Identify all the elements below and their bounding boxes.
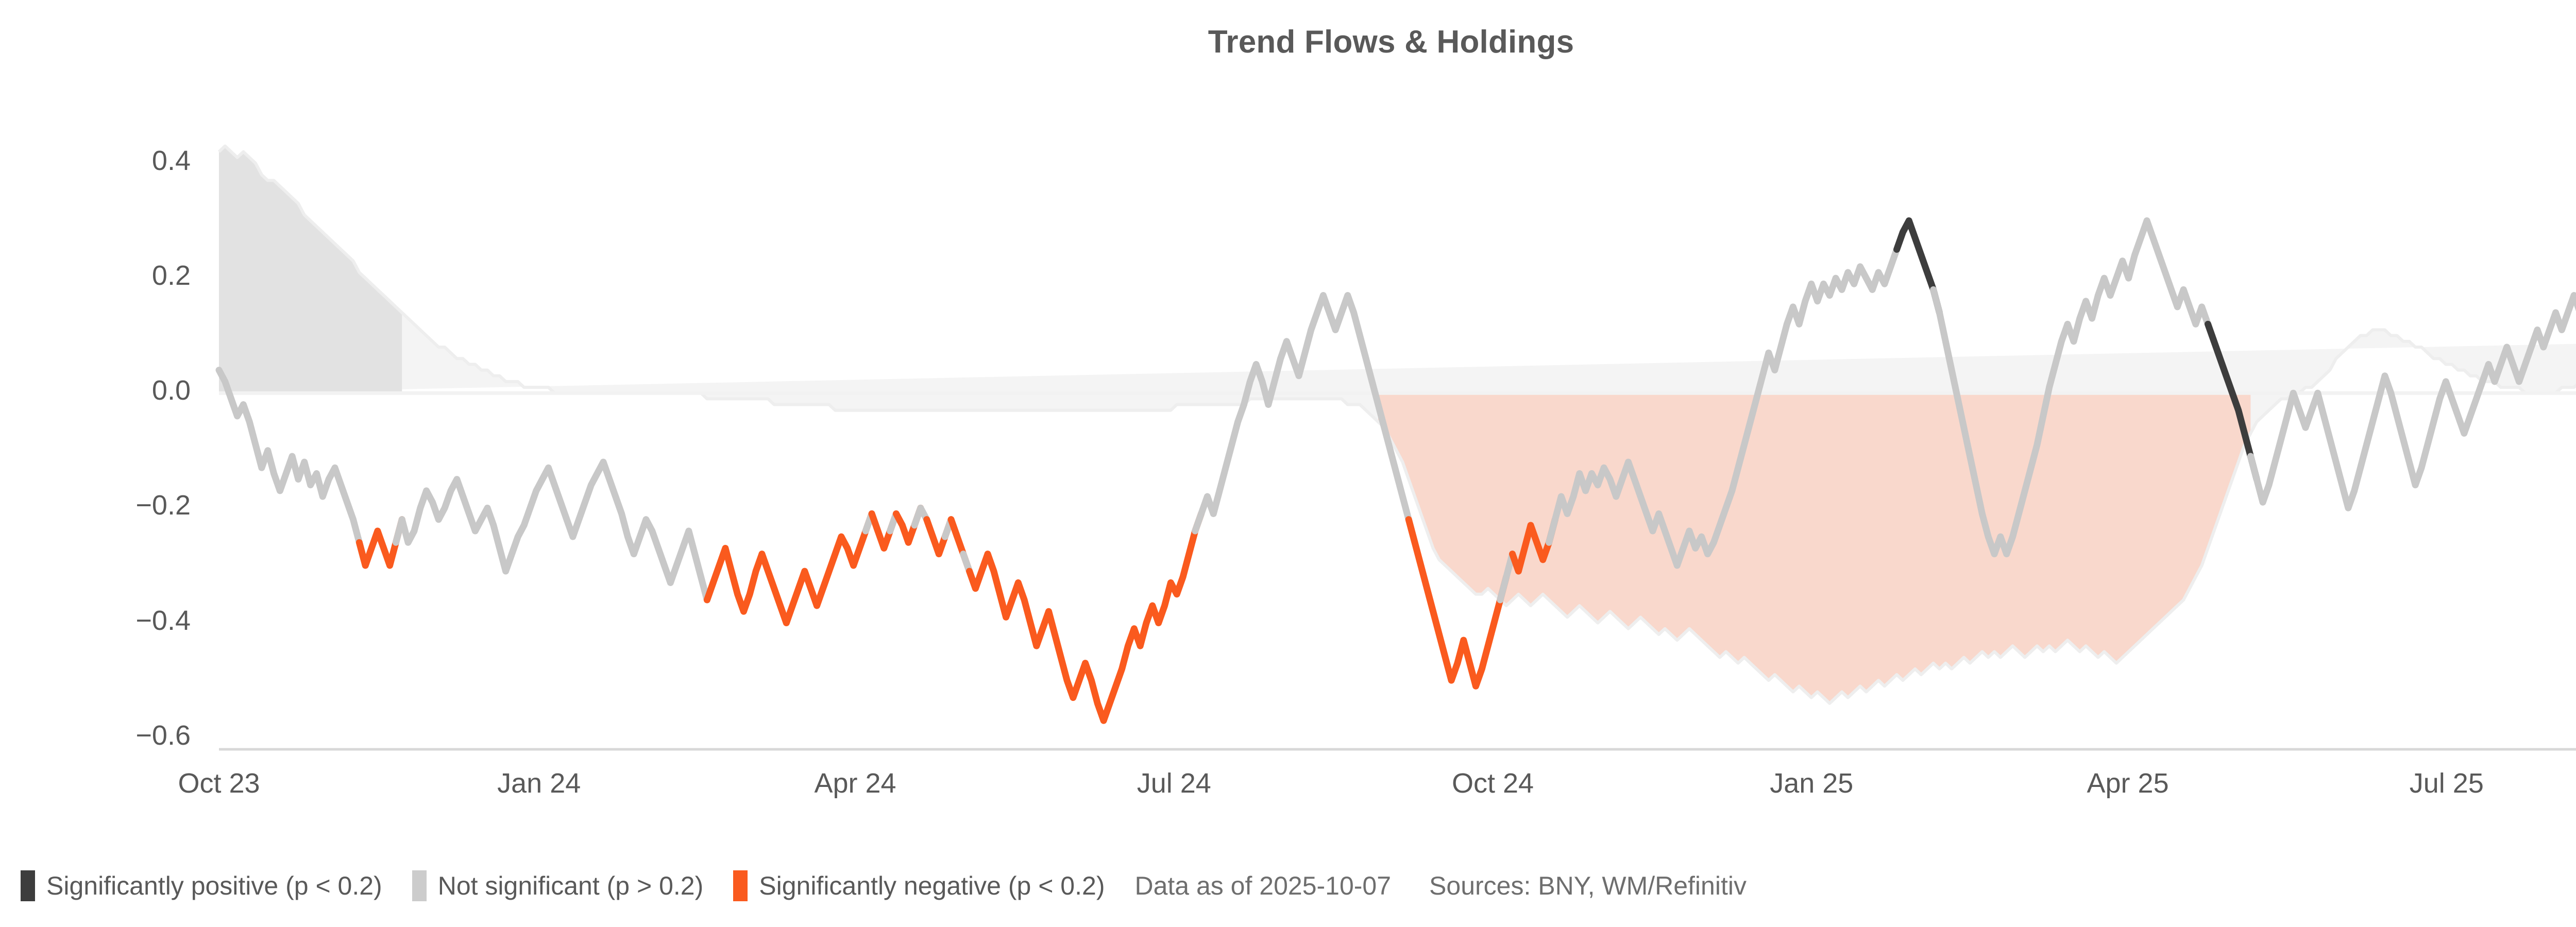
data-as-of-note: Data as of 2025-10-07 [1134, 871, 1392, 900]
flows-line-segment-neg [1405, 516, 1510, 690]
y-tick-label: −0.4 [135, 605, 191, 636]
sources-note: Sources: BNY, WM/Refinitiv [1429, 871, 1747, 900]
legend-item-significantly-positive[interactable]: Significantly positive (p < 0.2) [21, 870, 382, 901]
y-tick-label: 0.2 [151, 260, 191, 291]
flows-line-segment-neu [392, 458, 717, 604]
flows-line-segment-neu [1192, 292, 1418, 546]
x-tick-label: Apr 24 [814, 768, 896, 799]
legend-item-not-significant[interactable]: Not significant (p > 0.2) [412, 870, 704, 901]
chart-legend: Significantly positive (p < 0.2) Not sign… [21, 861, 1747, 911]
x-tick-label: Jan 24 [497, 768, 581, 799]
x-tick-label: Jul 25 [2409, 768, 2484, 799]
flows-line-segment-pos [2205, 320, 2260, 483]
x-tick-label: Oct 24 [1451, 768, 1534, 799]
legend-item-label: Not significant (p > 0.2) [437, 871, 704, 900]
y-tick-label: 0.0 [151, 375, 191, 406]
page-title: Trend Flows & Holdings [1208, 24, 1574, 60]
flows-line-segment-neu [1930, 217, 2217, 558]
x-tick-label: Oct 23 [178, 768, 260, 799]
holdings-area-negative-1 [1378, 393, 2251, 703]
y-tick-label: 0.4 [151, 145, 191, 176]
flows-line-segment-neu [1546, 229, 1906, 569]
legend-item-significantly-negative[interactable]: Significantly negative (p < 0.2) [733, 870, 1105, 901]
flows-line-segment-neg [355, 516, 405, 569]
legend-swatch-icon [733, 870, 748, 901]
x-tick-label: Jul 24 [1137, 768, 1211, 799]
legend-swatch-icon [21, 870, 35, 901]
legend-item-label: Significantly negative (p < 0.2) [759, 871, 1105, 900]
legend-item-label: Significantly positive (p < 0.2) [46, 871, 382, 900]
holdings-area-positive-0 [219, 146, 402, 393]
flows-line-segment-neg [966, 510, 1205, 724]
y-tick-label: −0.2 [135, 490, 191, 521]
y-tick-label: −0.6 [135, 719, 191, 751]
flows-line-segment-neu [215, 367, 369, 569]
flows-line-segment-neu [2247, 292, 2576, 511]
flows-line-segment-neg [703, 510, 875, 627]
legend-swatch-icon [412, 870, 427, 901]
x-tick-label: Apr 25 [2087, 768, 2169, 799]
x-tick-label: Jan 25 [1770, 768, 1854, 799]
